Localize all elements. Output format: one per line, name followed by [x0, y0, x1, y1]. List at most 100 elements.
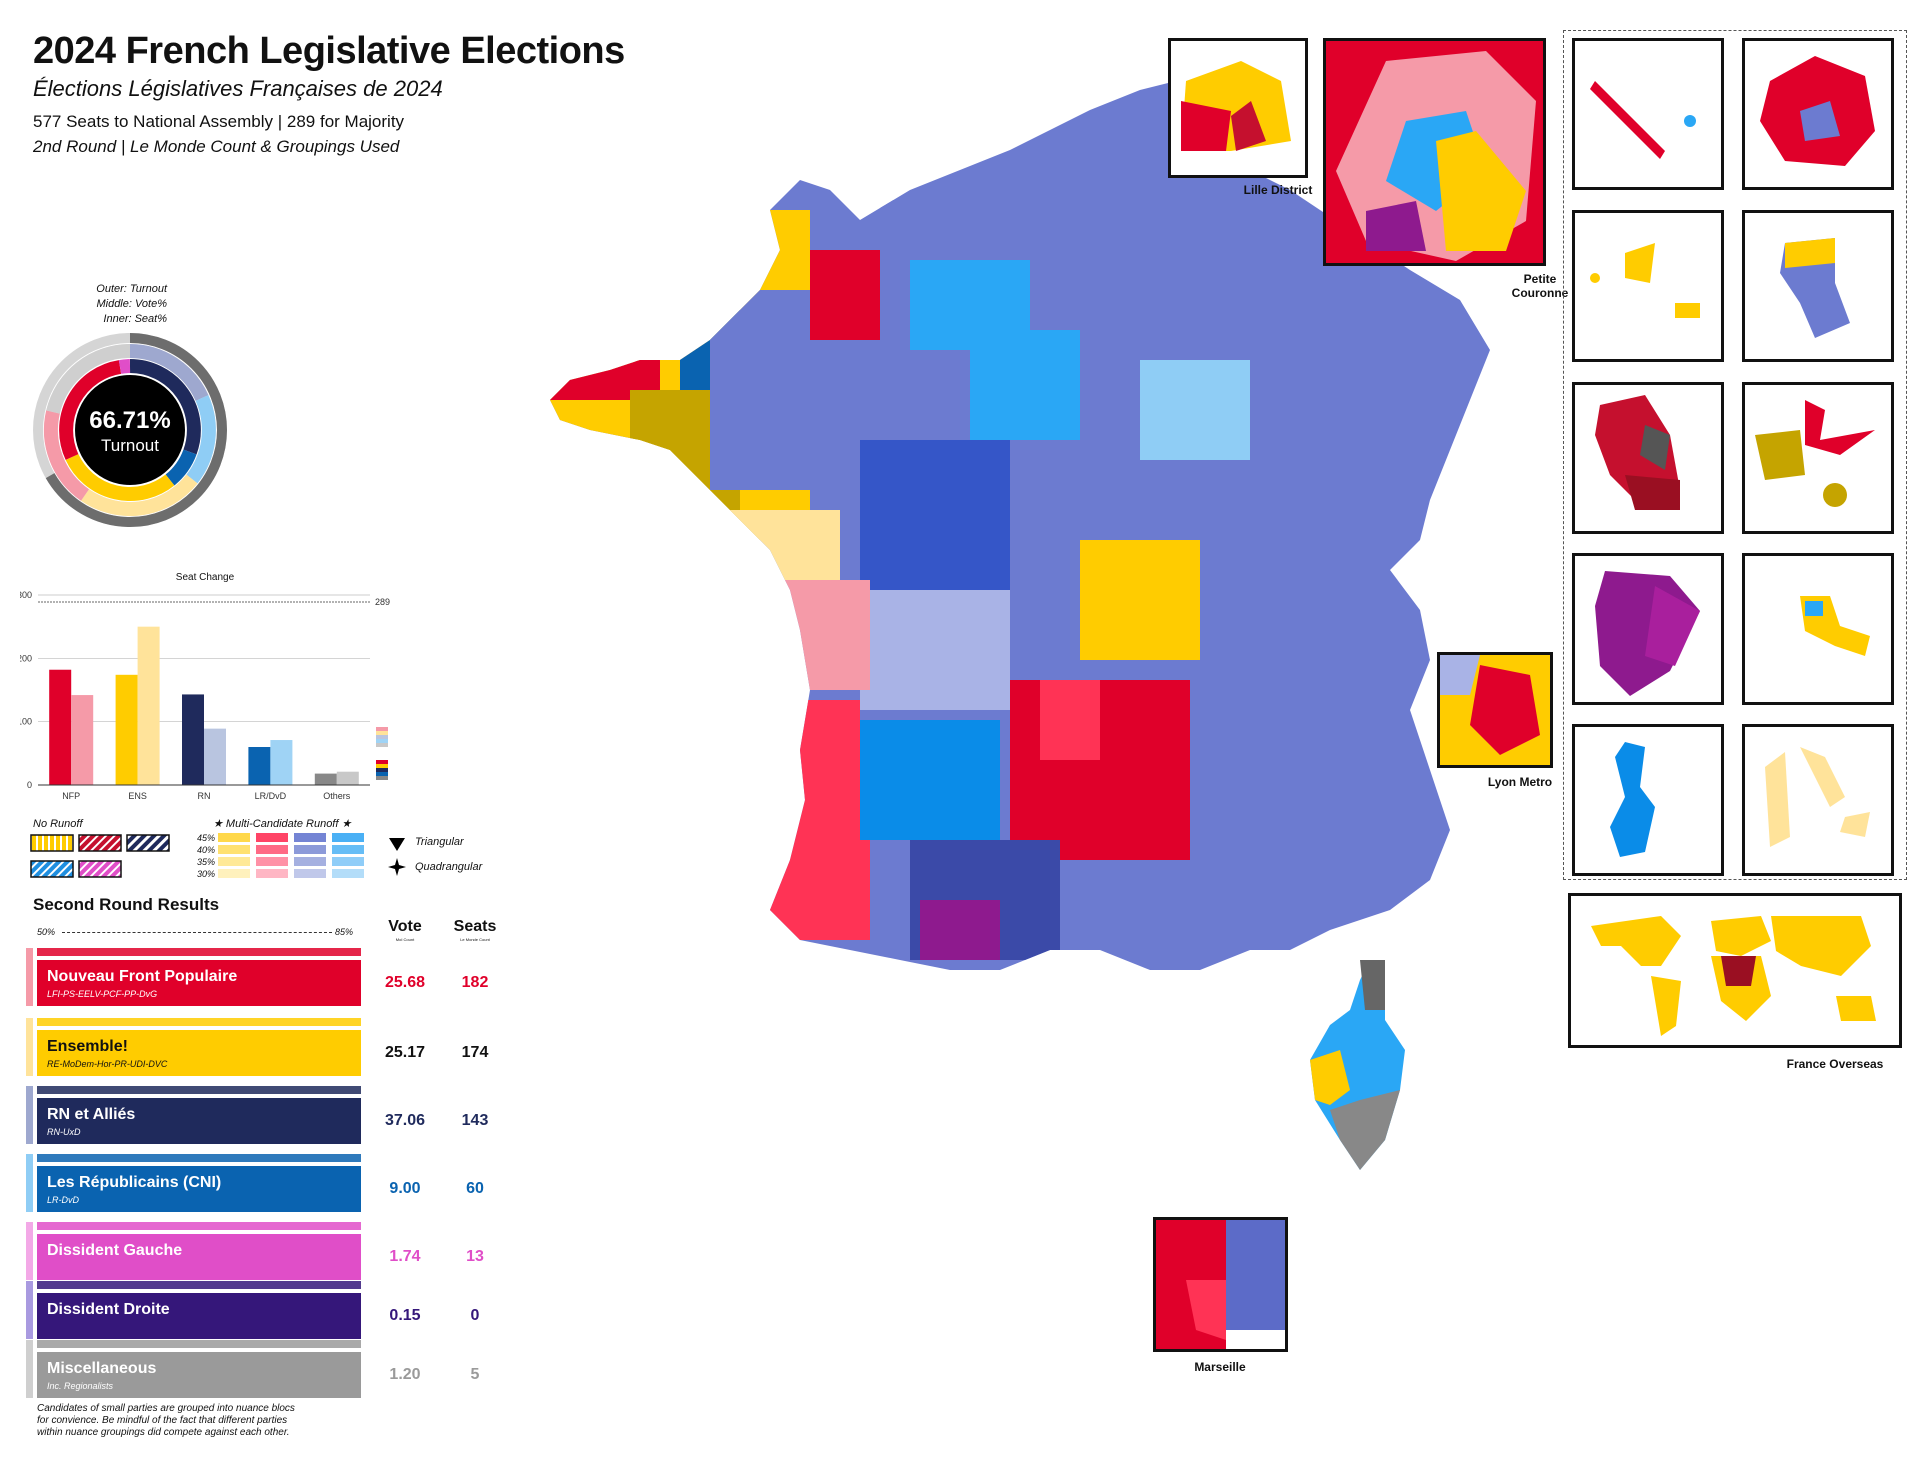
party-stripe	[26, 1340, 33, 1398]
party-topbar	[37, 1154, 361, 1162]
inset-wallis	[1572, 210, 1724, 362]
inset-saint-barthelemy	[1742, 724, 1894, 876]
party-sub: Inc. Regionalists	[47, 1381, 114, 1391]
y-tick-label: 0	[27, 780, 32, 790]
inset-guiana	[1572, 553, 1724, 705]
party-bar: RN et Alliés RN-UxD	[37, 1098, 361, 1144]
party-sub: LFI-PS-EELV-PCF-PP-DvG	[47, 989, 158, 999]
party-vote: 25.17	[384, 1044, 426, 1061]
france-map	[550, 80, 1490, 1170]
legend-2022-swatch	[376, 743, 388, 747]
party-topbar	[37, 1222, 361, 1230]
runoff-level-swatch	[332, 869, 364, 878]
runoff-level-swatch	[294, 869, 326, 878]
inset-overseas-label: France Overseas	[1786, 1057, 1884, 1071]
party-stripe	[26, 948, 33, 1006]
party-stripe	[26, 1018, 33, 1076]
footnote-line: Candidates of small parties are grouped …	[37, 1403, 295, 1414]
party-name: Dissident Gauche	[47, 1242, 183, 1259]
page-title: 2024 French Legislative Elections	[33, 30, 625, 72]
vote-subheader: MoI Count	[395, 937, 415, 942]
overseas-group	[1563, 30, 1907, 880]
party-stripe	[26, 1281, 33, 1339]
quadrangular-icon	[388, 858, 406, 876]
runoff-level-swatch	[218, 857, 250, 866]
runoff-level-swatch	[218, 845, 250, 854]
party-stripe	[26, 1154, 33, 1212]
party-topbar	[37, 1086, 361, 1094]
quadrangular-label: Quadrangular	[415, 861, 483, 873]
vote-header: Vote	[388, 918, 422, 935]
x-tick-label: NFP	[62, 791, 80, 801]
y-tick-label: 300	[20, 590, 32, 600]
party-row: Ensemble! RE-MoDem-Hor-PR-UDI-DVC	[26, 1018, 361, 1076]
legend-2024-swatch	[376, 776, 388, 780]
results-title: Second Round Results	[33, 895, 220, 914]
party-bar: Dissident Droite	[37, 1293, 361, 1339]
level-30: 30%	[196, 869, 215, 879]
party-bar: Miscellaneous Inc. Regionalists	[37, 1352, 361, 1398]
legend-2024-swatch	[376, 764, 388, 768]
party-bar: Nouveau Front Populaire LFI-PS-EELV-PCF-P…	[37, 960, 361, 1006]
inset-lille-label: Lille District	[1243, 183, 1313, 197]
party-seats: 143	[461, 1112, 489, 1129]
inset-marseille	[1153, 1217, 1288, 1352]
runoff-level-swatch	[332, 845, 364, 854]
party-topbar	[37, 1018, 361, 1026]
level-45: 45%	[196, 833, 215, 843]
party-row: Dissident Droite	[26, 1281, 361, 1339]
runoff-level-swatch	[332, 857, 364, 866]
no-runoff-label: No Runoff	[33, 818, 83, 830]
bar-2022	[71, 695, 94, 785]
inset-saint-pierre	[1572, 724, 1724, 876]
party-bar: Les Républicains (CNI) LR-DvD	[37, 1166, 361, 1212]
party-vote: 9.00	[389, 1180, 421, 1197]
party-seats: 174	[461, 1044, 489, 1061]
party-vote: 1.20	[389, 1366, 421, 1383]
party-row: Miscellaneous Inc. Regionalists	[26, 1340, 361, 1398]
seat-change-chart: 0100200300289NFPENSRNLR/DvDOthers2022202…	[20, 590, 390, 801]
round-info: 2nd Round | Le Monde Count & Groupings U…	[33, 137, 400, 156]
party-topbar	[37, 1340, 361, 1348]
legend-2024-swatch	[376, 772, 388, 776]
scale-right: 85%	[335, 927, 354, 937]
party-stripe	[26, 1222, 33, 1280]
party-topbar	[37, 1281, 361, 1289]
turnout-value: 66.71%	[89, 407, 171, 434]
inset-martinique	[1572, 382, 1724, 534]
inset-marseille-label: Marseille	[1194, 1360, 1246, 1374]
party-row: Dissident Gauche	[26, 1222, 361, 1280]
party-name: Dissident Droite	[47, 1301, 170, 1318]
party-name: Ensemble!	[47, 1038, 128, 1055]
seats-header: Seats	[453, 918, 497, 935]
inset-guadeloupe	[1742, 382, 1894, 534]
legend-2022-swatch	[376, 735, 388, 739]
scale-line	[62, 932, 332, 933]
bar-2024	[314, 773, 337, 785]
party-vote: 1.74	[389, 1248, 421, 1265]
bar-2024	[182, 694, 204, 785]
turnout-donut	[33, 333, 227, 527]
runoff-level-swatch	[256, 857, 288, 866]
level-40: 40%	[196, 845, 215, 855]
seats-subheader: Le Monde Count	[460, 937, 490, 942]
x-tick-label: LR/DvD	[255, 791, 287, 801]
turnout-label: Turnout	[101, 436, 159, 455]
scale-left: 50%	[37, 927, 56, 937]
party-name: Miscellaneous	[47, 1360, 157, 1377]
bar-2022	[137, 626, 160, 785]
party-sub: LR-DvD	[47, 1195, 80, 1205]
donut-legend-outer: Outer: Turnout	[96, 283, 167, 295]
party-vote: 0.15	[389, 1307, 421, 1324]
inset-lyon-label: Lyon Metro	[1487, 775, 1553, 789]
multi-runoff-swatches	[218, 833, 364, 878]
majority-label: 289	[375, 597, 390, 607]
x-tick-label: Others	[323, 791, 351, 801]
party-sub: RE-MoDem-Hor-PR-UDI-DVC	[47, 1059, 168, 1069]
runoff-level-swatch	[332, 833, 364, 842]
legend-2024-swatch	[376, 768, 388, 772]
runoff-level-swatch	[218, 833, 250, 842]
level-35: 35%	[196, 857, 215, 867]
x-tick-label: RN	[198, 791, 211, 801]
bar-2024	[115, 674, 138, 785]
